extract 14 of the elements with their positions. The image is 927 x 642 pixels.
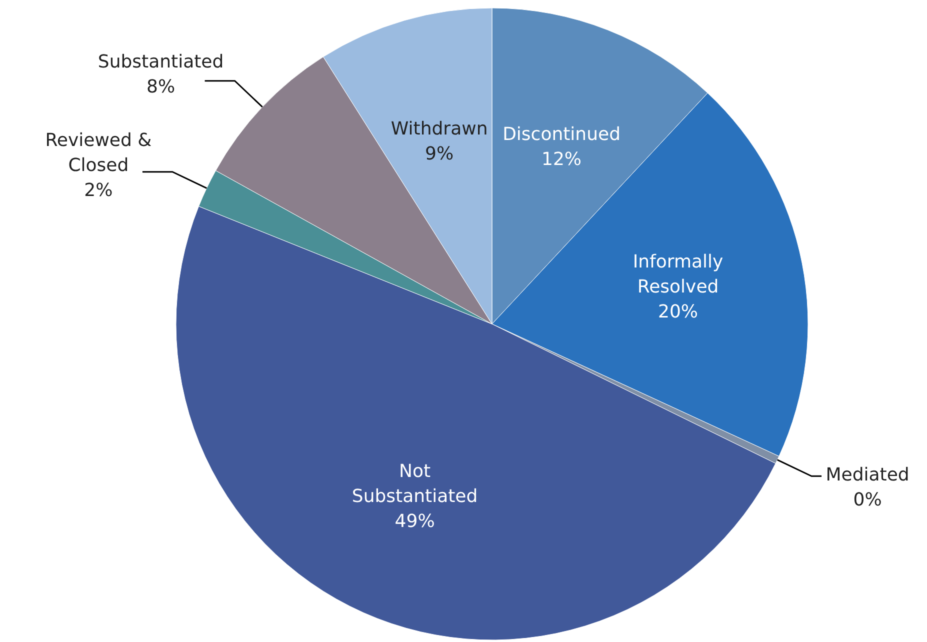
slice-label: Substantiated — [98, 51, 224, 72]
data-label: 9% — [425, 143, 454, 164]
data-label: 12% — [542, 149, 582, 170]
slice-label: Mediated — [826, 464, 910, 486]
data-label: 2% — [84, 180, 113, 201]
slice-label: Withdrawn — [390, 118, 488, 140]
data-label: 20% — [658, 301, 698, 322]
data-label: 0% — [853, 490, 882, 511]
slice-label: Reviewed & Closed — [45, 130, 152, 176]
data-label: 8% — [146, 76, 176, 98]
slice-label: Informally Resolved — [632, 251, 724, 298]
data-label: 49% — [394, 511, 435, 532]
slice-label: Discontinued — [502, 124, 620, 146]
slice-label: Not Substantiated — [352, 461, 478, 508]
